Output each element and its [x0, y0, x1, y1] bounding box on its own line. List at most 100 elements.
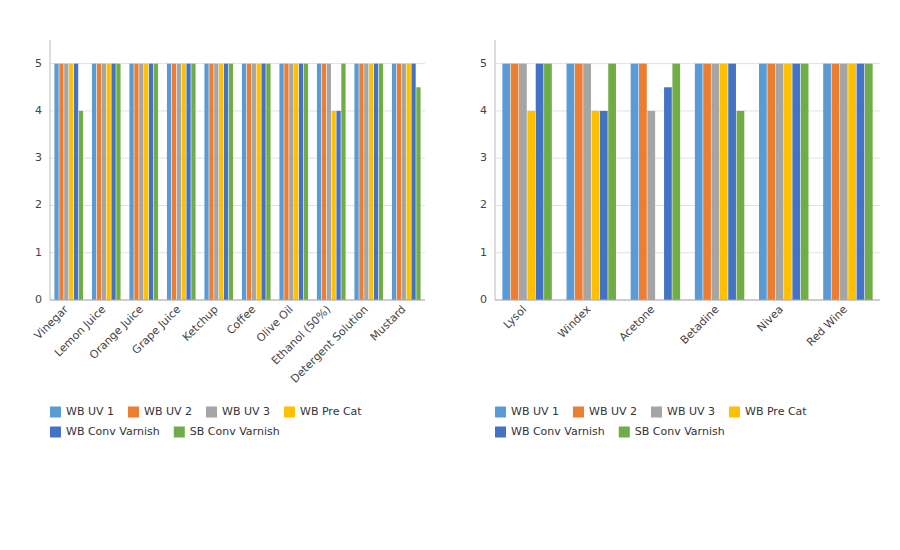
- bar: [242, 64, 246, 300]
- grid-line: [50, 252, 425, 253]
- legend-swatch: [729, 407, 740, 418]
- bar: [92, 64, 96, 300]
- bar: [341, 64, 345, 300]
- bar: [647, 111, 655, 300]
- bar: [792, 64, 800, 300]
- bar: [224, 64, 228, 300]
- bar: [304, 64, 308, 300]
- x-tick-label: Windex: [555, 303, 593, 341]
- x-tick-label: Acetone: [617, 303, 658, 344]
- grid-line: [50, 110, 425, 111]
- grid-line: [495, 252, 880, 253]
- bar: [631, 64, 639, 300]
- legend-label: WB UV 3: [667, 405, 715, 418]
- bar: [583, 64, 591, 300]
- bar: [299, 64, 303, 300]
- legend-swatch: [651, 407, 662, 418]
- bars: [502, 64, 872, 300]
- bar: [608, 64, 616, 300]
- bar: [204, 64, 208, 300]
- legend-swatch: [206, 407, 217, 418]
- x-tick-label: Nivea: [755, 303, 786, 334]
- grid-line: [50, 205, 425, 206]
- bar: [219, 64, 223, 300]
- bar: [54, 64, 58, 300]
- x-tick-label: Detergent Solution: [288, 303, 371, 386]
- legend-swatch: [619, 427, 630, 438]
- bar: [247, 64, 251, 300]
- bar: [712, 64, 720, 300]
- y-tick-label: 4: [480, 104, 487, 117]
- bar: [672, 64, 680, 300]
- x-tick-label: Betadine: [678, 303, 722, 347]
- legend-item: WB UV 2: [128, 405, 192, 418]
- bar: [327, 64, 331, 300]
- legend-swatch: [495, 427, 506, 438]
- bar: [111, 64, 115, 300]
- bar: [79, 111, 83, 300]
- legend-label: SB Conv Varnish: [190, 425, 280, 438]
- bar: [229, 64, 233, 300]
- bar: [214, 64, 218, 300]
- bar: [284, 64, 288, 300]
- legend-label: WB Conv Varnish: [511, 425, 605, 438]
- bar: [354, 64, 358, 300]
- bar: [728, 64, 736, 300]
- bar: [502, 64, 510, 300]
- legend-label: WB Pre Cat: [745, 405, 807, 418]
- bar: [600, 111, 608, 300]
- bars: [54, 64, 420, 300]
- bar: [294, 64, 298, 300]
- bar: [759, 64, 767, 300]
- bar: [336, 111, 340, 300]
- y-tick-label: 3: [480, 151, 487, 164]
- legend-swatch: [50, 407, 61, 418]
- bar: [695, 64, 703, 300]
- grid-line: [495, 300, 880, 301]
- x-tick-label: Mustard: [368, 303, 409, 344]
- y-tick-label: 2: [35, 198, 42, 211]
- bar: [317, 64, 321, 300]
- bar: [167, 64, 171, 300]
- legend-swatch: [128, 407, 139, 418]
- bar: [544, 64, 552, 300]
- bar: [74, 64, 78, 300]
- bar: [402, 64, 406, 300]
- bar: [154, 64, 158, 300]
- legend: WB UV 1WB UV 2WB UV 3WB Pre CatWB Conv V…: [495, 405, 807, 438]
- grid-line: [50, 158, 425, 159]
- y-axis-line: [50, 40, 51, 300]
- bar: [182, 64, 186, 300]
- bar: [776, 64, 784, 300]
- bar: [289, 64, 293, 300]
- legend-item: WB UV 2: [573, 405, 637, 418]
- legend-label: WB UV 2: [589, 405, 637, 418]
- bar: [592, 111, 600, 300]
- bar: [209, 64, 213, 300]
- bar: [107, 64, 111, 300]
- bar: [97, 64, 101, 300]
- bar: [139, 64, 143, 300]
- y-tick-label: 2: [480, 198, 487, 211]
- grid-line: [50, 63, 425, 64]
- grid-line: [495, 205, 880, 206]
- bar: [359, 64, 363, 300]
- bar: [784, 64, 792, 300]
- bar: [703, 64, 711, 300]
- bar-chart: 012345LysolWindexAcetoneBetadineNiveaRed…: [480, 40, 880, 438]
- legend-label: SB Conv Varnish: [635, 425, 725, 438]
- legend: WB UV 1WB UV 2WB UV 3WB Pre CatWB Conv V…: [50, 405, 362, 438]
- grid-line: [495, 63, 880, 64]
- legend-label: WB UV 1: [66, 405, 114, 418]
- x-axis-line: [50, 300, 425, 301]
- legend-item: WB Pre Cat: [729, 405, 807, 418]
- y-axis-line: [495, 40, 496, 300]
- grid-line: [495, 158, 880, 159]
- bar: [767, 64, 775, 300]
- bar: [279, 64, 283, 300]
- bar: [536, 64, 544, 300]
- bar: [567, 64, 575, 300]
- bar: [737, 111, 745, 300]
- bar: [801, 64, 809, 300]
- legend-label: WB Pre Cat: [300, 405, 362, 418]
